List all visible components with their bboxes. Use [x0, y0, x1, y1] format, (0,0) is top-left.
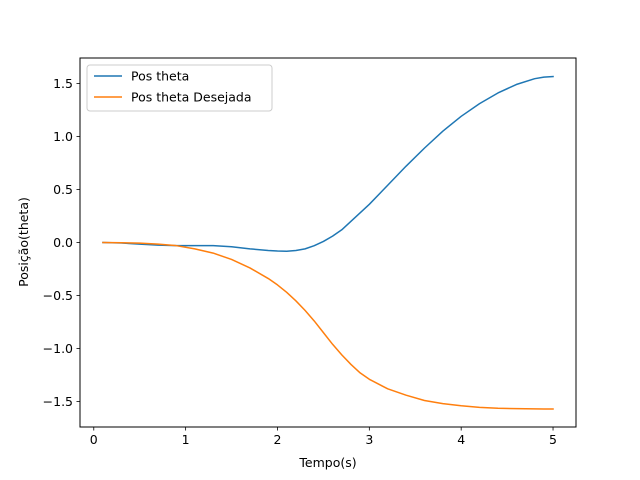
y-tick-label: 0.0	[53, 235, 73, 250]
legend-box	[86, 64, 273, 112]
y-tick-label: −1.0	[43, 341, 73, 356]
x-tick-label: 3	[365, 432, 373, 447]
x-axis-label: Tempo(s)	[298, 455, 356, 470]
legend: Pos theta Pos theta Desejada	[86, 64, 273, 112]
y-tick-label: 0.5	[53, 182, 73, 197]
x-tick-label: 1	[182, 432, 190, 447]
y-axis-ticks: −1.5 −1.0 −0.5 0.0 0.5 1.0 1.5	[43, 76, 80, 409]
y-axis-label: Posição(theta)	[16, 197, 31, 287]
x-tick-label: 5	[549, 432, 557, 447]
legend-label-pos-theta: Pos theta	[131, 69, 189, 84]
x-axis-ticks: 0 1 2 3 4 5	[90, 427, 557, 447]
y-tick-label: 1.5	[53, 76, 73, 91]
y-tick-label: 1.0	[53, 129, 73, 144]
x-tick-label: 0	[90, 432, 98, 447]
y-tick-label: −1.5	[43, 394, 73, 409]
series-line-pos-theta-desejada	[102, 241, 554, 410]
legend-label-pos-theta-desejada: Pos theta Desejada	[131, 90, 252, 105]
x-tick-label: 4	[457, 432, 465, 447]
x-tick-label: 2	[274, 432, 282, 447]
y-tick-label: −0.5	[43, 288, 73, 303]
series-line-pos-theta	[102, 75, 554, 252]
